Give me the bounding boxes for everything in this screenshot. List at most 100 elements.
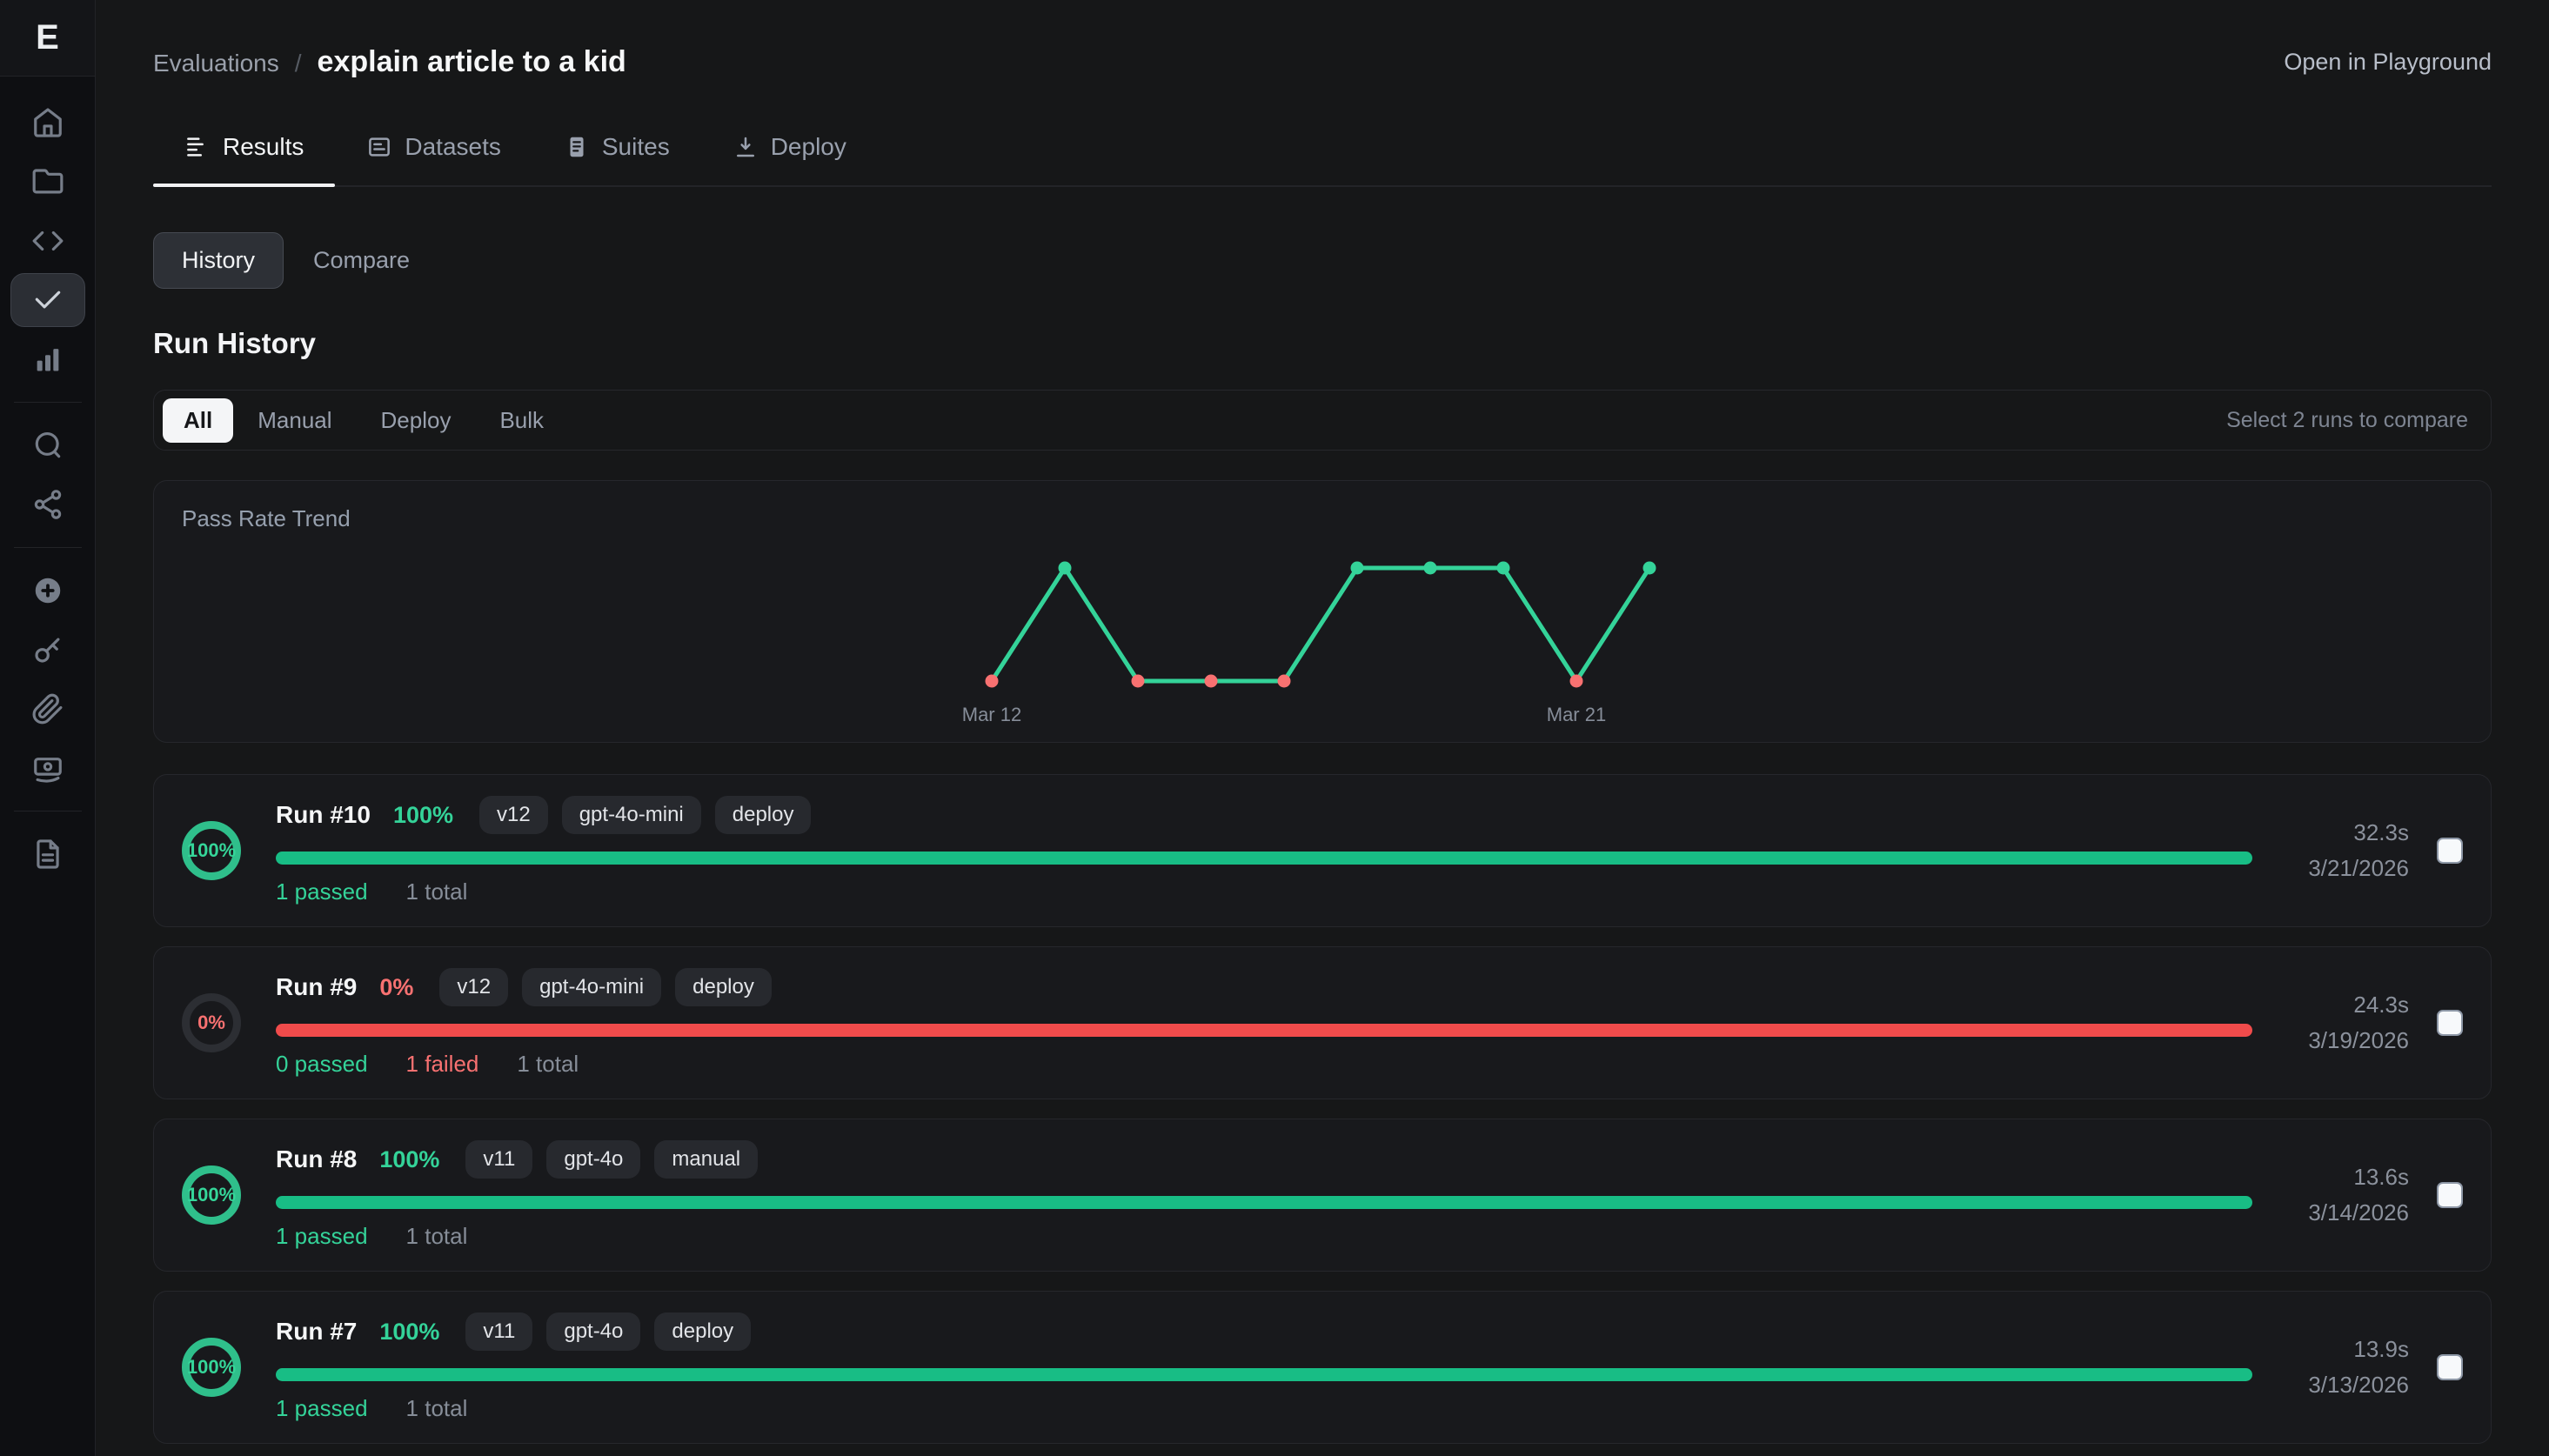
run-date: 3/14/2026 <box>2308 1199 2409 1226</box>
history-toggle-button[interactable]: History <box>153 232 284 289</box>
run-card-7[interactable]: 100% Run #7 100% v11 gpt-4o deploy 1 passed 1 t… <box>153 1291 2492 1444</box>
sidebar: E <box>0 0 96 1456</box>
sidebar-item-home[interactable] <box>10 96 85 150</box>
run-meta: 24.3s 3/19/2026 <box>2278 992 2409 1054</box>
sidebar-item-add[interactable] <box>10 564 85 618</box>
run-select-checkbox[interactable] <box>2437 1182 2463 1208</box>
run-list: 100% Run #10 100% v12 gpt-4o-mini deploy 1 pas… <box>153 774 2492 1444</box>
trend-point <box>985 674 999 688</box>
run-badges: v11 gpt-4o deploy <box>465 1312 752 1351</box>
run-badge: deploy <box>714 796 812 834</box>
sidebar-item-code[interactable] <box>10 214 85 268</box>
folder-icon <box>31 165 64 198</box>
run-select-checkbox[interactable] <box>2437 1354 2463 1380</box>
run-date: 3/19/2026 <box>2308 1027 2409 1053</box>
run-badges: v12 gpt-4o-mini deploy <box>439 968 772 1006</box>
run-card-9[interactable]: 0% Run #9 0% v12 gpt-4o-mini deploy 0 passed 1 … <box>153 946 2492 1099</box>
run-select-checkbox[interactable] <box>2437 1010 2463 1036</box>
sidebar-item-billing[interactable] <box>10 741 85 795</box>
run-badge: gpt-4o-mini <box>561 796 701 834</box>
run-stats: 0 passed 1 failed 1 total <box>276 1051 2252 1078</box>
run-badge: gpt-4o <box>546 1312 641 1351</box>
code-icon <box>31 224 64 257</box>
home-icon <box>31 106 64 139</box>
tab-label: Deploy <box>770 133 846 160</box>
total-count: 1 total <box>405 878 468 905</box>
pass-rate-ring: 100% <box>182 1165 241 1225</box>
run-pass-rate: 0% <box>379 973 414 1000</box>
search-icon <box>31 429 64 462</box>
tab-deploy[interactable]: Deploy <box>701 133 878 185</box>
breadcrumb: Evaluations / explain article to a kid <box>153 45 626 79</box>
run-card-8[interactable]: 100% Run #8 100% v11 gpt-4o manual 1 passed 1 t… <box>153 1119 2492 1272</box>
run-badge: v12 <box>479 796 548 834</box>
passed-count: 1 passed <box>276 878 368 905</box>
total-count: 1 total <box>405 1223 468 1249</box>
sidebar-item-search[interactable] <box>10 418 85 472</box>
deploy-icon <box>733 134 759 160</box>
run-date: 3/21/2026 <box>2308 855 2409 881</box>
run-stats: 1 passed 1 total <box>276 1223 2252 1250</box>
sidebar-item-projects[interactable] <box>10 155 85 209</box>
run-history-heading: Run History <box>153 327 317 359</box>
bar-chart-icon <box>31 343 64 376</box>
tab-label: Datasets <box>405 133 501 160</box>
run-badge: deploy <box>654 1312 752 1351</box>
compare-toggle-button[interactable]: Compare <box>284 233 439 288</box>
tab-bar: Results Datasets Suites Deploy <box>153 133 2492 187</box>
open-in-playground-link[interactable]: Open in Playground <box>2284 49 2492 75</box>
filter-deploy-button[interactable]: Deploy <box>357 398 476 443</box>
sidebar-item-attachments[interactable] <box>10 682 85 736</box>
sidebar-nav <box>0 77 95 886</box>
run-meta: 32.3s 3/21/2026 <box>2278 819 2409 882</box>
trend-point <box>1058 561 1072 575</box>
breadcrumb-separator: / <box>294 50 302 77</box>
trend-point <box>1423 561 1437 575</box>
sidebar-item-analytics[interactable] <box>10 332 85 386</box>
x-axis-tick-label: Mar 21 <box>1547 704 1606 725</box>
trend-point <box>1569 674 1583 688</box>
run-badge: manual <box>654 1140 759 1179</box>
pass-rate-trend-chart: Mar 12 Mar 21 <box>962 561 1656 725</box>
run-select-checkbox[interactable] <box>2437 838 2463 864</box>
run-title: Run #9 <box>276 973 358 1000</box>
filter-bulk-button[interactable]: Bulk <box>475 398 568 443</box>
chart-title: Pass Rate Trend <box>182 505 351 531</box>
key-icon <box>31 633 64 666</box>
sidebar-item-share[interactable] <box>10 478 85 531</box>
sidebar-item-keys[interactable] <box>10 623 85 677</box>
pass-rate-ring: 100% <box>182 1338 241 1397</box>
run-duration: 32.3s <box>2353 819 2409 845</box>
filter-manual-button[interactable]: Manual <box>233 398 356 443</box>
run-badge: v11 <box>465 1312 533 1351</box>
run-stats: 1 passed 1 total <box>276 878 2252 905</box>
suites-icon <box>564 134 590 160</box>
run-pass-rate: 100% <box>379 1318 440 1345</box>
compare-hint: Select 2 runs to compare <box>2226 407 2468 432</box>
run-stats: 1 passed 1 total <box>276 1395 2252 1422</box>
pass-rate-trend-card: Pass Rate Trend Mar 12 Mar 21 <box>153 480 2492 743</box>
run-badges: v12 gpt-4o-mini deploy <box>479 796 812 834</box>
filter-all-button[interactable]: All <box>163 397 234 443</box>
run-badge: v12 <box>439 968 509 1006</box>
pass-rate-ring: 0% <box>182 993 241 1052</box>
passed-count: 0 passed <box>276 1051 368 1077</box>
run-badge: v11 <box>465 1140 533 1179</box>
sidebar-item-evaluations[interactable] <box>10 273 85 327</box>
run-summary: Run #8 100% v11 gpt-4o manual 1 passed 1 total <box>276 1140 2252 1250</box>
tab-datasets[interactable]: Datasets <box>335 133 532 185</box>
run-card-10[interactable]: 100% Run #10 100% v12 gpt-4o-mini deploy 1 pas… <box>153 774 2492 927</box>
sidebar-item-docs[interactable] <box>10 827 85 881</box>
tab-results[interactable]: Results <box>153 133 336 187</box>
run-badges: v11 gpt-4o manual <box>465 1140 759 1179</box>
view-toggle: History Compare <box>153 232 2492 289</box>
run-pass-rate: 100% <box>392 801 453 828</box>
run-progress-bar <box>276 852 2252 865</box>
page-title: explain article to a kid <box>317 45 626 78</box>
tab-suites[interactable]: Suites <box>532 133 701 185</box>
filter-bar: All Manual Deploy Bulk Select 2 runs to comp… <box>153 390 2492 451</box>
main-content: Evaluations / explain article to a kid O… <box>96 0 2549 1456</box>
breadcrumb-evaluations-link[interactable]: Evaluations <box>153 50 279 77</box>
page-header: Evaluations / explain article to a kid O… <box>153 45 2492 79</box>
run-badge: gpt-4o-mini <box>522 968 662 1006</box>
